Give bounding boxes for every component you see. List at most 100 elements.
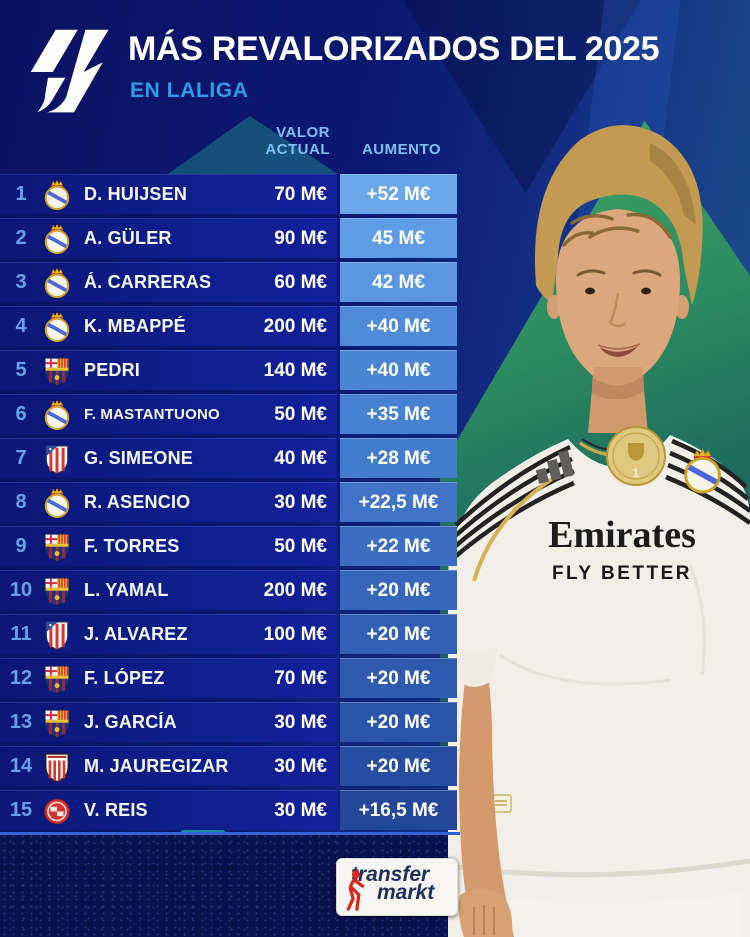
player-name: J. GARCÍA	[84, 712, 177, 732]
rank: 5	[15, 359, 27, 381]
rank: 7	[15, 447, 27, 469]
table-row: 10 L. YAMAL 200 M€ +20 M€	[0, 570, 460, 610]
column-header-valor-actual: VALOR ACTUAL	[265, 124, 330, 158]
jersey	[448, 435, 750, 937]
table-row: 8 R. ASENCIO 30 M€ +22,5 M€	[0, 482, 460, 522]
page-subtitle: EN LALIGA	[130, 79, 249, 102]
arm	[459, 653, 514, 937]
transfermarkt-logo: transfer markt	[336, 858, 458, 916]
neck	[588, 367, 648, 433]
increase-value: +40 M€	[340, 306, 457, 346]
rank: 14	[9, 755, 33, 777]
table-row: 6 F. MASTANTUONO 50 M€ +35 M€	[0, 394, 460, 434]
increase-value: +22,5 M€	[340, 482, 457, 522]
club-crest-fc-barcelona	[42, 663, 72, 695]
player-name: A. GÜLER	[84, 228, 172, 248]
table-underline	[0, 832, 460, 835]
table-row: 3 Á. CARRERAS 60 M€ 42 M€	[0, 262, 460, 302]
club-crest-fc-barcelona	[42, 707, 72, 739]
brand-line-2: markt	[377, 881, 435, 904]
ranking-table: 1 D. HUIJSEN 70 M€ +52 M€ 2 A. GÜLER 90 …	[0, 174, 460, 834]
rank: 12	[9, 667, 33, 689]
increase-value: +20 M€	[340, 570, 457, 610]
rank: 4	[15, 315, 27, 337]
jersey-tagline: FLY BETTER	[552, 563, 692, 584]
table-row: 7 G. SIMEONE 40 M€ +28 M€	[0, 438, 460, 478]
club-crest-real-madrid	[42, 311, 72, 343]
current-value: 100 M€	[263, 623, 327, 645]
current-value: 50 M€	[274, 535, 327, 557]
player-name: J. ALVAREZ	[84, 624, 188, 644]
rank: 13	[9, 711, 33, 733]
player-name: V. REIS	[84, 800, 148, 820]
current-value: 70 M€	[274, 667, 327, 689]
increase-value: +52 M€	[340, 174, 457, 214]
player-name: F. LÓPEZ	[84, 668, 165, 688]
current-value: 50 M€	[274, 403, 327, 425]
increase-value: +35 M€	[340, 394, 457, 434]
rank: 8	[15, 491, 27, 513]
club-crest-fc-barcelona	[42, 355, 72, 387]
table-row: 11 J. ALVAREZ 100 M€ +20 M€	[0, 614, 460, 654]
club-crest-real-madrid	[42, 179, 72, 211]
club-crest-fc-barcelona	[42, 531, 72, 563]
rank: 3	[15, 271, 27, 293]
table-row: 5 PEDRI 140 M€ +40 M€	[0, 350, 460, 390]
current-value: 90 M€	[274, 227, 327, 249]
club-crest-real-madrid	[42, 399, 72, 431]
club-crest-fc-barcelona	[42, 575, 72, 607]
table-row: 14 M. JAUREGIZAR 30 M€ +20 M€	[0, 746, 460, 786]
rank: 2	[15, 227, 27, 249]
increase-value: +20 M€	[340, 702, 457, 742]
increase-value: 42 M€	[340, 262, 457, 302]
player-name: F. TORRES	[84, 536, 180, 556]
increase-value: +16,5 M€	[340, 790, 457, 830]
page-title: MÁS REVALORIZADOS DEL 2025	[128, 30, 660, 68]
current-value: 30 M€	[274, 799, 327, 821]
current-value: 200 M€	[263, 579, 327, 601]
player-name: Á. CARRERAS	[84, 272, 212, 292]
rank: 6	[15, 403, 27, 425]
jersey-sponsor: Emirates	[548, 514, 696, 556]
club-crest-atletico-madrid	[42, 619, 72, 651]
table-row: 12 F. LÓPEZ 70 M€ +20 M€	[0, 658, 460, 698]
player-name: L. YAMAL	[84, 580, 169, 600]
brand-line-1: transfer	[351, 863, 430, 886]
current-value: 140 M€	[263, 359, 327, 381]
player-name: G. SIMEONE	[84, 448, 194, 468]
player-name: D. HUIJSEN	[84, 184, 188, 204]
increase-value: +22 M€	[340, 526, 457, 566]
increase-value: +20 M€	[340, 658, 457, 698]
table-row: 1 D. HUIJSEN 70 M€ +52 M€	[0, 174, 460, 214]
increase-value: 45 M€	[340, 218, 457, 258]
club-crest-real-madrid	[42, 267, 72, 299]
player-name: PEDRI	[84, 360, 141, 380]
laliga-logo	[30, 29, 109, 113]
player-name: M. JAUREGIZAR	[84, 756, 229, 776]
increase-value: +28 M€	[340, 438, 457, 478]
current-value: 200 M€	[263, 315, 327, 337]
club-crest-athletic-club	[42, 751, 72, 783]
rank: 11	[10, 623, 32, 645]
hair	[534, 125, 703, 305]
badge-number: 1	[633, 466, 640, 480]
transfermarkt-player-icon	[346, 870, 365, 911]
player-name: R. ASENCIO	[84, 492, 191, 512]
player-photo: 1 Emirates FLY BETTER	[448, 125, 750, 937]
table-row: 2 A. GÜLER 90 M€ 45 M€	[0, 218, 460, 258]
increase-value: +20 M€	[340, 746, 457, 786]
current-value: 70 M€	[274, 183, 327, 205]
club-crest-real-madrid	[42, 223, 72, 255]
table-row: 13 J. GARCÍA 30 M€ +20 M€	[0, 702, 460, 742]
rank: 1	[15, 183, 27, 205]
rank: 15	[9, 799, 33, 821]
player-name: F. MASTANTUONO	[84, 406, 220, 423]
current-value: 30 M€	[274, 491, 327, 513]
increase-value: +20 M€	[340, 614, 457, 654]
table-row: 15 V. REIS 30 M€ +16,5 M€	[0, 790, 460, 830]
table-row: 4 K. MBAPPÉ 200 M€ +40 M€	[0, 306, 460, 346]
rank: 9	[15, 535, 27, 557]
current-value: 30 M€	[274, 755, 327, 777]
club-crest-atletico-madrid	[42, 443, 72, 475]
